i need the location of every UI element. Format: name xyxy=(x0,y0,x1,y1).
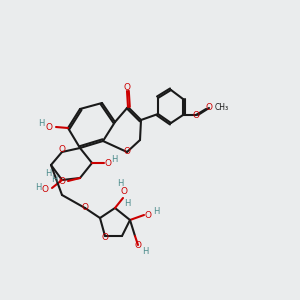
Text: O: O xyxy=(121,187,128,196)
Text: H: H xyxy=(45,169,51,178)
Text: CH₃: CH₃ xyxy=(215,103,229,112)
Text: H: H xyxy=(153,208,159,217)
Text: H: H xyxy=(142,247,148,256)
Text: H: H xyxy=(117,178,123,188)
Text: O: O xyxy=(134,241,142,250)
Text: H: H xyxy=(111,155,117,164)
Text: H: H xyxy=(124,200,130,208)
Text: O: O xyxy=(82,203,88,212)
Text: O: O xyxy=(124,83,130,92)
Text: O: O xyxy=(206,103,212,112)
Text: O: O xyxy=(104,158,112,167)
Text: O: O xyxy=(58,176,65,185)
Text: O: O xyxy=(101,233,109,242)
Text: O: O xyxy=(58,146,65,154)
Text: H: H xyxy=(38,119,44,128)
Text: O: O xyxy=(46,122,52,131)
Text: H: H xyxy=(35,182,41,191)
Text: O: O xyxy=(193,110,200,119)
Text: O: O xyxy=(41,185,49,194)
Text: O: O xyxy=(145,211,152,220)
Text: H: H xyxy=(51,175,57,184)
Text: O: O xyxy=(124,148,130,157)
